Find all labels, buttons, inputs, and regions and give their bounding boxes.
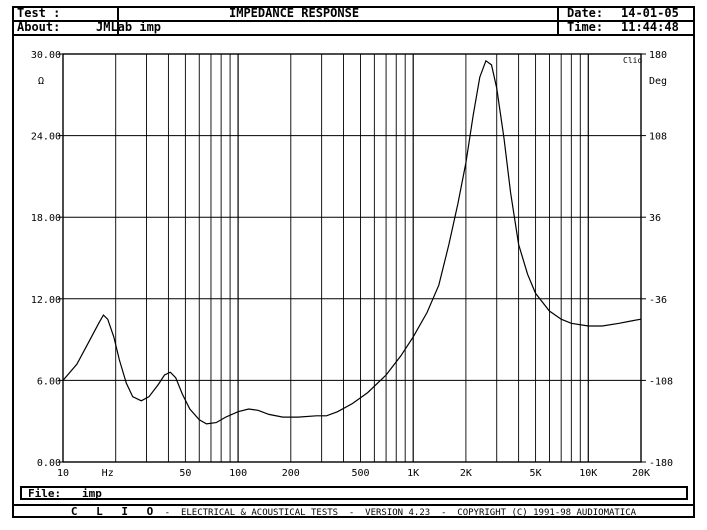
footer-bar: C L I O - ELECTRICAL & ACOUSTICAL TESTS …: [12, 504, 695, 518]
file-bar: File: imp: [20, 486, 688, 500]
about-label: About:: [17, 20, 61, 34]
test-label: Test :: [17, 6, 61, 20]
x-tick-label: 200: [282, 468, 300, 479]
y2-tick-label: -180: [649, 458, 673, 469]
date-label: Date:: [567, 6, 604, 20]
footer-text: - ELECTRICAL & ACOUSTICAL TESTS - VERSIO…: [159, 508, 637, 518]
x-tick-label: 500: [351, 468, 369, 479]
x-tick-label: 1K: [407, 468, 419, 479]
x-tick-label: 10K: [579, 468, 597, 479]
impedance-chart: 0.00 6.00 12.00 18.00 24.00 30.00 -180 -108 -36 3…: [31, 50, 673, 479]
y-axis-unit: Ω: [38, 76, 44, 87]
y2-tick-label: -108: [649, 376, 673, 387]
clio-badge: Clio: [623, 56, 642, 65]
file-value: imp: [82, 487, 102, 500]
x-tick-label: 50: [179, 468, 191, 479]
header-divider-right: [557, 8, 559, 34]
x-tick-label: 5K: [530, 468, 542, 479]
date-value: 14-01-05: [621, 6, 679, 20]
impedance-curve: [62, 59, 642, 425]
report-frame: [12, 6, 695, 518]
y2-axis-unit: Deg: [649, 76, 667, 87]
y-tick-label: 0.00: [37, 458, 61, 469]
y-tick-label: 24.00: [31, 132, 61, 143]
about-value: JMLab imp: [96, 20, 162, 34]
y-tick-label: 30.00: [31, 50, 61, 61]
x-tick-label: 100: [229, 468, 247, 479]
y2-tick-label: 36: [649, 213, 661, 224]
header-divider-left: [117, 8, 119, 34]
x-tick-label: 20K: [632, 468, 650, 479]
time-value: 11:44:48: [621, 20, 679, 34]
report-header: Test : IMPEDANCE RESPONSE About: JMLab i…: [12, 6, 695, 36]
time-label: Time:: [567, 20, 604, 34]
report-title: IMPEDANCE RESPONSE: [229, 6, 360, 20]
y-tick-label: 6.00: [37, 376, 61, 387]
axis-labels: 0.00 6.00 12.00 18.00 24.00 30.00 -180 -108 -36 3…: [31, 50, 673, 479]
y2-tick-label: -36: [649, 295, 667, 306]
x-axis-unit: Hz: [102, 468, 114, 479]
y2-tick-label: 180: [649, 50, 667, 61]
y-tick-label: 12.00: [31, 295, 61, 306]
x-tick-label: 10: [57, 468, 69, 479]
y2-tick-label: 108: [649, 132, 667, 143]
chart-grid: [58, 53, 646, 463]
x-tick-label: 2K: [460, 468, 472, 479]
header-divider-horizontal: [14, 20, 693, 22]
plot-border: [62, 53, 642, 463]
file-label: File:: [28, 487, 62, 500]
y-tick-label: 18.00: [31, 213, 61, 224]
footer-brand: C L I O: [70, 505, 160, 518]
